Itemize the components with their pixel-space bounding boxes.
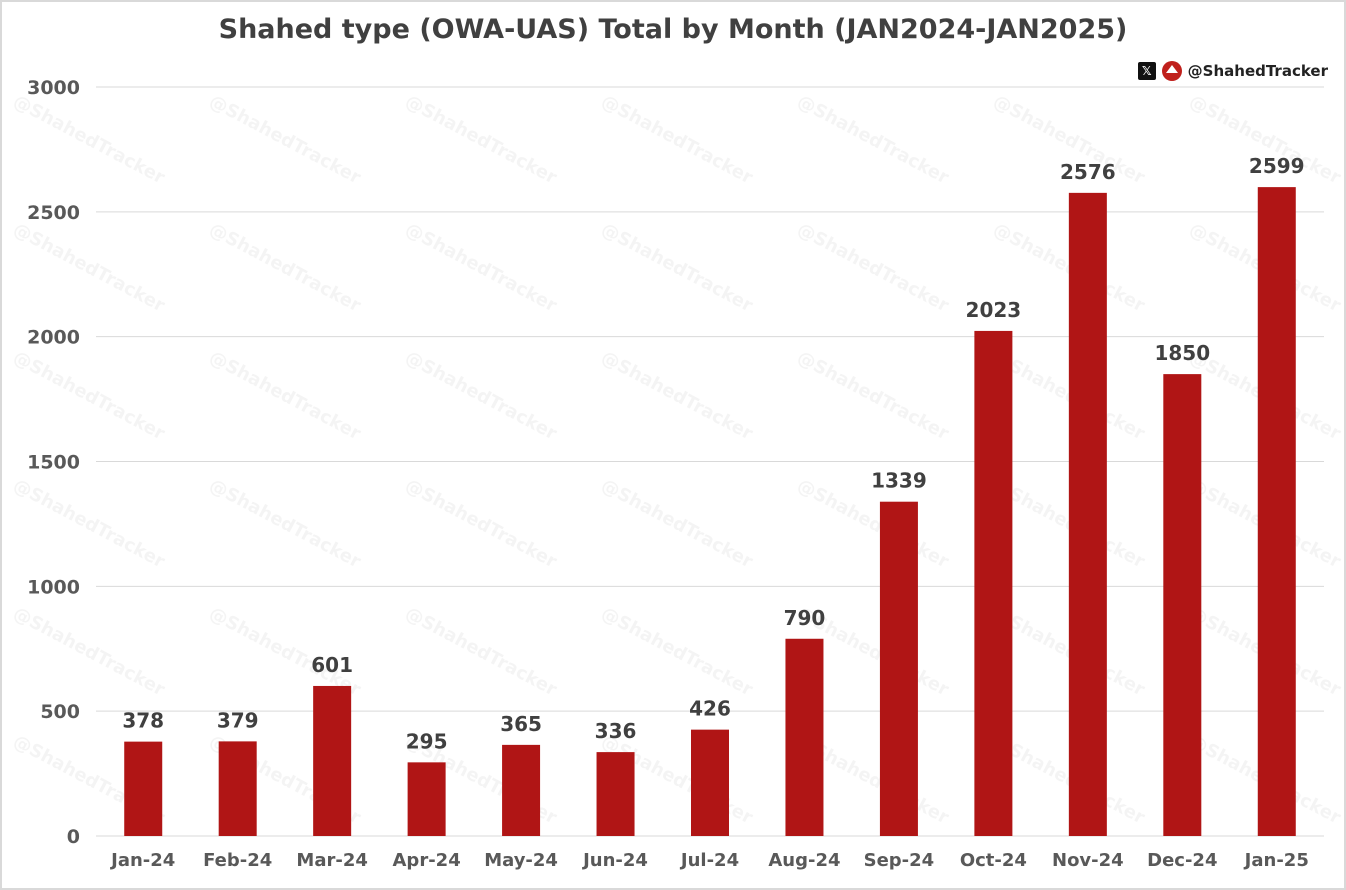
y-tick-label: 1500 <box>27 452 80 474</box>
watermark-text: @ShahedTracker <box>10 603 169 701</box>
data-label: 601 <box>311 653 353 677</box>
watermark-text: @ShahedTracker <box>794 91 953 189</box>
x-tick-label: Aug-24 <box>768 850 840 871</box>
data-label: 790 <box>784 606 826 630</box>
x-tick-label: Jul-24 <box>679 850 739 871</box>
watermark-text: @ShahedTracker <box>10 219 169 317</box>
bar <box>974 330 1013 836</box>
bar <box>218 741 257 836</box>
watermark-text: @ShahedTracker <box>206 91 365 189</box>
brand-handle: @ShahedTracker <box>1187 62 1328 80</box>
watermark-text: @ShahedTracker <box>794 347 953 445</box>
watermark-text: @ShahedTracker <box>206 603 365 701</box>
watermark-text: @ShahedTracker <box>598 475 757 573</box>
x-tick-label: Dec-24 <box>1147 850 1217 871</box>
y-tick-label: 2000 <box>27 327 80 349</box>
x-tick-label: May-24 <box>484 850 558 871</box>
watermark-text: @ShahedTracker <box>402 91 561 189</box>
watermark-text: @ShahedTracker <box>598 91 757 189</box>
watermark-text: @ShahedTracker <box>206 219 365 317</box>
bar <box>1257 187 1296 836</box>
x-tick-label: Oct-24 <box>960 850 1027 871</box>
data-label: 1339 <box>871 469 927 493</box>
y-tick-label: 1000 <box>27 576 80 598</box>
x-tick-label: Apr-24 <box>393 850 461 871</box>
watermark-text: @ShahedTracker <box>598 603 757 701</box>
data-label: 336 <box>595 719 637 743</box>
shahed-tracker-logo-icon <box>1161 61 1182 81</box>
x-tick-label: Sep-24 <box>864 850 935 871</box>
y-tick-label: 3000 <box>27 77 80 99</box>
bar <box>124 741 163 836</box>
watermark-text: @ShahedTracker <box>402 475 561 573</box>
data-label: 379 <box>217 708 259 732</box>
bar <box>502 744 541 836</box>
data-label: 378 <box>122 709 164 733</box>
watermark-text: @ShahedTracker <box>598 347 757 445</box>
bar <box>691 729 729 836</box>
data-label: 2023 <box>966 298 1022 322</box>
x-tick-label: Jan-25 <box>1243 850 1309 871</box>
data-label: 2599 <box>1249 154 1305 178</box>
bar <box>596 752 635 836</box>
watermark-text: @ShahedTracker <box>10 91 169 189</box>
x-tick-label: Jun-24 <box>581 850 648 871</box>
bar <box>313 685 352 836</box>
bar <box>879 501 918 836</box>
x-tick-label: Mar-24 <box>296 850 367 871</box>
x-tick-label: Nov-24 <box>1052 850 1124 871</box>
data-label: 295 <box>406 729 448 753</box>
watermark-text: @ShahedTracker <box>402 219 561 317</box>
data-label: 1850 <box>1154 341 1210 365</box>
brand-badge: 𝕏 @ShahedTracker <box>1137 61 1328 81</box>
data-label: 2576 <box>1060 160 1116 184</box>
y-tick-label: 0 <box>67 826 80 848</box>
watermark-text: @ShahedTracker <box>598 219 757 317</box>
y-tick-label: 2500 <box>27 202 80 224</box>
watermark-text: @ShahedTracker <box>794 219 953 317</box>
chart-title: Shahed type (OWA-UAS) Total by Month (JA… <box>218 14 1128 45</box>
watermark-text: @ShahedTracker <box>402 603 561 701</box>
watermark-text: @ShahedTracker <box>206 475 365 573</box>
watermark-text: @ShahedTracker <box>206 347 365 445</box>
data-label: 365 <box>500 712 542 736</box>
bar <box>1068 192 1107 837</box>
bar <box>407 762 446 836</box>
watermark-text: @ShahedTracker <box>10 347 169 445</box>
watermark-text: @ShahedTracker <box>402 347 561 445</box>
x-tick-label: Jan-24 <box>109 850 175 871</box>
x-logo-icon: 𝕏 <box>1137 62 1156 80</box>
data-label: 426 <box>689 697 731 721</box>
x-tick-label: Feb-24 <box>203 850 272 871</box>
bar <box>1163 374 1202 836</box>
bar <box>785 638 824 836</box>
watermark-text: @ShahedTracker <box>10 475 169 573</box>
y-tick-label: 500 <box>40 701 80 723</box>
